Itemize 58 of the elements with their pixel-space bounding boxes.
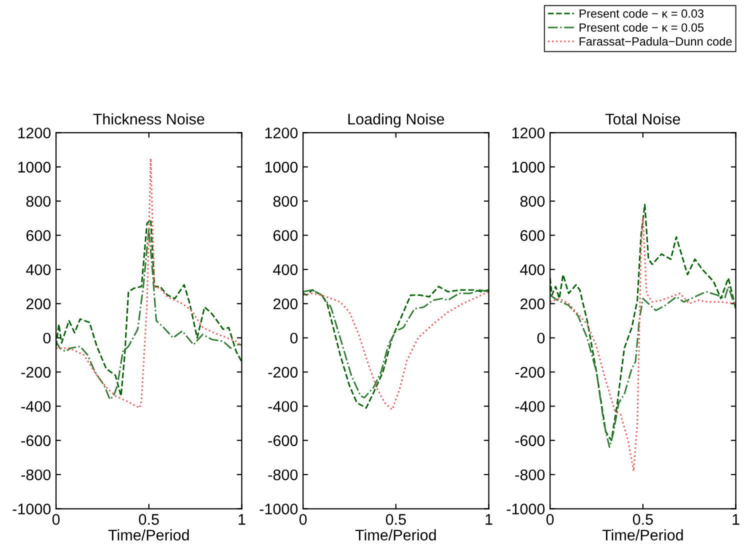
y-tick-label: -400 [21,401,51,412]
x-tick-label: 0.5 [386,514,406,525]
y-tick-label: 1000 [265,162,298,173]
x-tick-label: 0.5 [138,514,159,525]
x-axis-title: Time/Period [355,529,436,540]
x-tick-label: 1 [732,514,740,525]
y-tick-label: -1000 [260,504,298,514]
x-axis-title: Time/Period [602,529,683,540]
y-tick-label: -800 [268,469,298,480]
y-tick-label: 800 [26,196,51,207]
y-tick-label: -600 [268,435,298,446]
y-tick-label: 600 [520,230,545,241]
chart-title: Loading Noise [348,113,444,128]
y-tick-label: 600 [26,230,51,241]
y-tick-label: 400 [26,264,51,276]
y-tick-label: 400 [520,264,545,276]
y-tick-label: 0 [43,332,51,344]
y-tick-label: 1200 [18,128,51,138]
y-tick-label: 400 [273,264,298,276]
y-tick-label: -200 [21,366,51,378]
y-tick-label: -600 [21,435,51,446]
y-tick-label: 1000 [512,162,545,173]
line-series [56,158,242,409]
line-series [550,204,736,442]
y-tick-label: 0 [290,332,298,344]
x-axis-title: Time/Period [108,529,189,540]
y-tick-label: -1000 [506,504,545,514]
line-series [550,217,736,472]
x-tick-label: 0 [52,514,60,525]
y-tick-label: -400 [268,401,298,412]
y-tick-label: 200 [520,298,545,310]
y-tick-label: -200 [515,366,545,378]
x-tick-label: 1 [238,514,246,525]
x-tick-label: 1 [486,514,492,525]
y-tick-label: 600 [273,230,298,241]
x-tick-label: 0 [299,514,307,525]
y-tick-label: -400 [515,401,545,412]
legend-label: Present code − κ = 0.05 [580,23,704,32]
chart-title: Total Noise [605,113,680,125]
legend-label: Present code − κ = 0.03 [580,9,704,18]
y-tick-label: -800 [21,469,51,480]
y-tick-label: -600 [515,435,545,446]
y-tick-label: 1200 [265,128,298,138]
chart-title: Thickness Noise [93,113,204,125]
x-tick-label: 0 [546,514,554,525]
y-tick-label: -200 [268,366,298,378]
y-tick-label: 1200 [512,128,545,138]
legend-label: Farassat−Padula−Dunn code [580,36,732,46]
line-series [550,286,736,448]
y-tick-label: 800 [520,196,545,207]
x-tick-label: 0.5 [632,514,653,525]
y-tick-label: 200 [273,298,298,310]
y-tick-label: -800 [515,469,545,480]
y-tick-label: 800 [273,196,298,207]
y-tick-label: 0 [537,332,545,344]
y-tick-label: 1000 [18,162,51,173]
y-tick-label: 200 [26,298,51,310]
y-tick-label: -1000 [12,504,51,514]
